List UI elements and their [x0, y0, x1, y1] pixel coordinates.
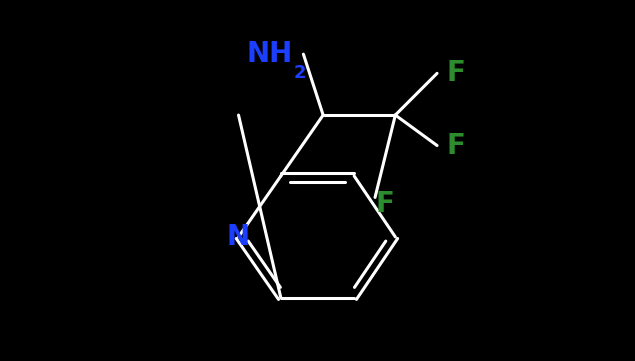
Text: F: F [446, 59, 465, 87]
Text: 2: 2 [294, 64, 306, 82]
Text: N: N [227, 223, 250, 251]
Text: F: F [375, 190, 394, 218]
Text: NH: NH [247, 40, 293, 68]
Text: F: F [446, 131, 465, 160]
